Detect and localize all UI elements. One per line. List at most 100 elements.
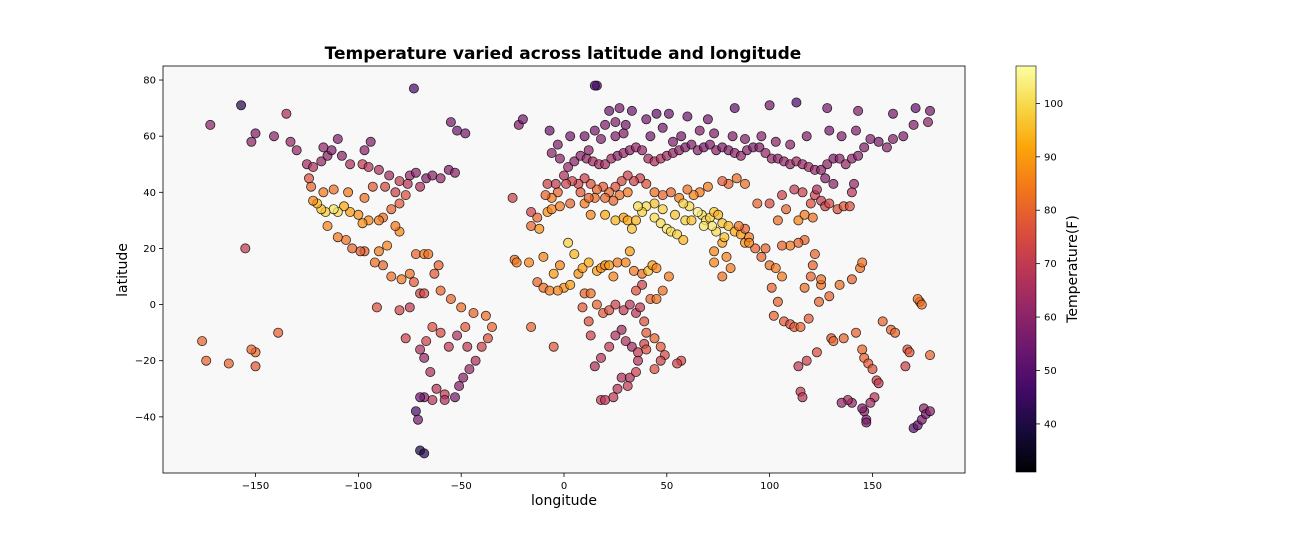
- data-point-435: [797, 392, 808, 403]
- data-point-44: [308, 195, 319, 206]
- data-point-358: [589, 125, 600, 136]
- y-tick-label: 60: [143, 132, 156, 143]
- data-point-141: [604, 260, 615, 271]
- x-axis-ticks: −150 −100 −50 0 50 100 150: [242, 473, 882, 492]
- data-point-222: [805, 198, 816, 209]
- data-point-412: [635, 302, 646, 313]
- data-point-106: [454, 380, 465, 391]
- data-point-377: [408, 83, 419, 94]
- data-point-196: [750, 243, 761, 254]
- data-point-69: [404, 268, 415, 279]
- data-point-151: [532, 277, 543, 288]
- data-point-387: [612, 383, 623, 394]
- y-tick-label: −40: [135, 412, 156, 423]
- data-point-64: [332, 232, 343, 243]
- data-point-372: [785, 139, 796, 150]
- data-point-52: [380, 181, 391, 192]
- data-point-134: [565, 279, 576, 290]
- data-point-58: [382, 240, 393, 251]
- data-point-94: [435, 285, 446, 296]
- data-point-25: [449, 167, 460, 178]
- data-point-104: [464, 364, 475, 375]
- data-point-236: [789, 184, 800, 195]
- data-point-427: [657, 285, 668, 296]
- data-point-227: [824, 198, 835, 209]
- data-point-156: [569, 249, 580, 260]
- data-point-335: [729, 103, 740, 114]
- data-point-128: [371, 302, 382, 313]
- data-point-381: [511, 257, 522, 268]
- data-point-419: [655, 341, 666, 352]
- data-point-87: [415, 392, 426, 403]
- data-point-322: [873, 136, 884, 147]
- data-point-383: [534, 223, 545, 234]
- data-point-370: [756, 131, 767, 142]
- data-point-375: [836, 131, 847, 142]
- data-point-103: [470, 355, 481, 366]
- data-point-51: [367, 181, 378, 192]
- data-point-360: [610, 117, 621, 128]
- data-point-214: [777, 271, 788, 282]
- data-point-349: [565, 131, 576, 142]
- data-point-16: [373, 164, 384, 175]
- data-point-398: [596, 352, 607, 363]
- x-tick-label: 50: [660, 481, 673, 492]
- data-point-105: [458, 372, 469, 383]
- data-point-408: [610, 299, 621, 310]
- data-point-433: [793, 361, 804, 372]
- data-point-353: [618, 128, 629, 139]
- data-point-449: [865, 397, 876, 408]
- data-point-437: [811, 347, 822, 358]
- data-point-339: [651, 108, 662, 119]
- data-point-53: [390, 187, 401, 198]
- data-point-206: [803, 313, 814, 324]
- data-point-145: [624, 246, 635, 257]
- data-point-478: [805, 271, 816, 282]
- data-point-117: [359, 145, 370, 156]
- data-point-256: [616, 176, 627, 187]
- data-point-127: [369, 257, 380, 268]
- data-point-469: [916, 299, 927, 310]
- data-point-82: [431, 383, 442, 394]
- data-point-23: [435, 173, 446, 184]
- data-point-316: [834, 153, 845, 164]
- y-tick-label: −20: [135, 356, 156, 367]
- data-point-430: [631, 285, 642, 296]
- data-point-465: [904, 347, 915, 358]
- data-point-3: [246, 136, 257, 147]
- data-point-155: [554, 260, 565, 271]
- y-axis-ticks: −40 −20 0 20 40 60 80: [135, 76, 163, 423]
- data-point-365: [676, 131, 687, 142]
- data-point-171: [655, 218, 666, 229]
- data-point-107: [449, 392, 460, 403]
- data-point-325: [898, 131, 909, 142]
- data-point-77: [394, 305, 405, 316]
- data-point-324: [888, 133, 899, 144]
- data-point-209: [807, 260, 818, 271]
- data-point-348: [544, 125, 555, 136]
- data-point-247: [682, 184, 693, 195]
- data-point-354: [552, 139, 563, 150]
- data-point-389: [622, 380, 633, 391]
- data-point-481: [809, 249, 820, 260]
- data-point-62: [347, 243, 358, 254]
- data-point-237: [777, 190, 788, 201]
- data-point-115: [268, 131, 279, 142]
- data-point-170: [649, 212, 660, 223]
- data-point-49: [343, 187, 354, 198]
- data-point-413: [639, 316, 650, 327]
- data-point-167: [622, 215, 633, 226]
- data-point-80: [419, 352, 430, 363]
- plot-area: [162, 65, 966, 474]
- data-point-400: [585, 330, 596, 341]
- data-point-251: [649, 187, 660, 198]
- data-point-363: [657, 122, 668, 133]
- data-point-9: [316, 156, 327, 167]
- data-point-475: [834, 279, 845, 290]
- data-point-205: [795, 321, 806, 332]
- data-point-273: [569, 156, 580, 167]
- data-point-235: [811, 184, 822, 195]
- data-point-328: [925, 105, 936, 116]
- data-point-15: [363, 161, 374, 172]
